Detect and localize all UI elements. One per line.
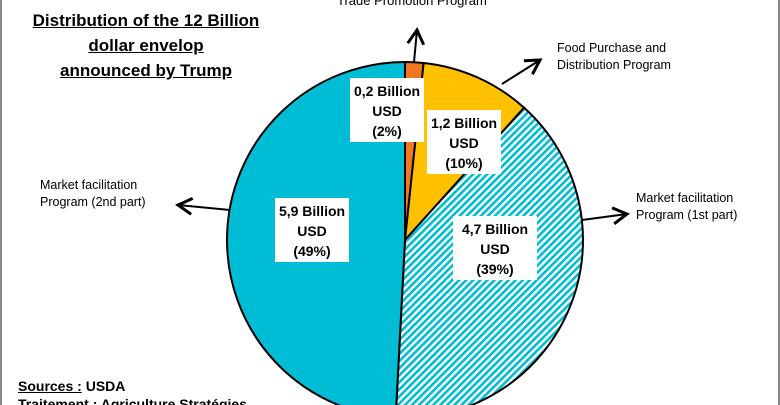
arrow-mfp2 [174, 197, 231, 216]
slice-data-label: USD [449, 135, 479, 151]
slice-data-label: 0,2 Billion [354, 83, 420, 99]
slice-data-label: (2%) [372, 123, 402, 139]
arrow-mfp1 [581, 206, 630, 225]
sources-label: Sources : [18, 378, 82, 394]
slice-data-label: (10%) [445, 155, 482, 171]
slice-data-label: USD [372, 103, 402, 119]
callout-trade: Trade Promotion Program [337, 0, 487, 8]
sources: Sources : USDA Traitement : Agriculture … [18, 377, 247, 405]
slice-data-label: (49%) [293, 243, 330, 259]
callout-mfp1: Market facilitation Program (1st part) [636, 190, 737, 224]
callout-line: Market facilitation [636, 191, 734, 205]
callout-food: Food Purchase and Distribution Program [557, 40, 671, 74]
callout-mfp2: Market facilitation Program (2nd part) [40, 177, 146, 211]
slice-label-box [275, 198, 349, 262]
slice-data-label: USD [297, 223, 327, 239]
callout-line: Distribution Program [557, 58, 671, 72]
callout-line: Food Purchase and [557, 41, 667, 55]
slice-data-label: 1,2 Billion [431, 115, 497, 131]
callout-line: Program (1st part) [636, 208, 738, 222]
slice-data-label: 4,7 Billion [462, 221, 528, 237]
chart-title: Distribution of the 12 Billion dollar en… [16, 8, 276, 83]
slice-label-box [427, 110, 501, 174]
title-line: dollar envelop [88, 36, 204, 55]
arrow-trade [406, 26, 426, 63]
slice-data-label: USD [480, 241, 510, 257]
sources-value: USDA [85, 378, 126, 394]
slice-label-box [453, 216, 537, 280]
slice-data-label: 5,9 Billion [279, 203, 345, 219]
callout-line: Market facilitation [40, 178, 138, 192]
title-line: announced by Trump [60, 61, 232, 80]
title-line: Distribution of the 12 Billion [32, 11, 260, 30]
sources-line2: Traitement : Agriculture Stratégies [18, 396, 247, 405]
arrow-food [501, 58, 543, 85]
callout-line: Program (2nd part) [40, 195, 146, 209]
slice-data-label: (39%) [476, 261, 513, 277]
slice-label-box [350, 78, 424, 142]
